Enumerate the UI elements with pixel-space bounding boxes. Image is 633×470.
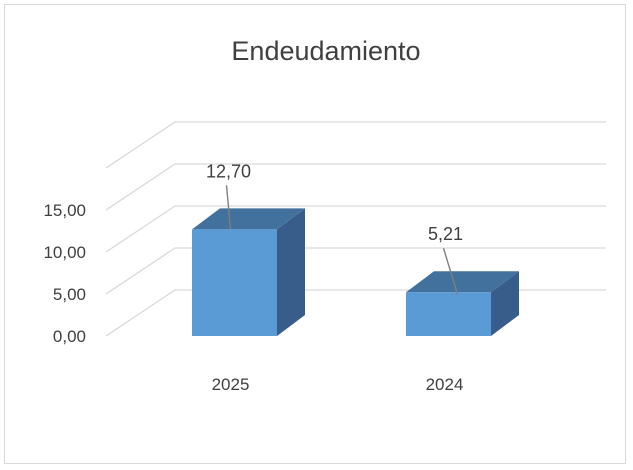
gridline (105, 289, 606, 337)
bar-front (406, 292, 491, 336)
gridlines (105, 121, 606, 337)
y-tick-label: 0,00 (53, 327, 86, 346)
y-tick-label: 10,00 (43, 243, 86, 262)
bar-side (277, 208, 305, 336)
bar-top (406, 271, 519, 293)
data-label-leader (442, 248, 459, 295)
bar-side (491, 271, 519, 336)
x-axis-categories: 2025 2024 (212, 375, 464, 394)
data-labels: 12,70 5,21 (206, 161, 463, 295)
bar-2025 (192, 208, 305, 336)
gridline (105, 247, 606, 295)
gridline (105, 163, 606, 211)
gridline (105, 121, 606, 169)
bars (192, 208, 519, 336)
data-label: 5,21 (428, 224, 463, 244)
bar-top (192, 208, 305, 230)
x-category-label: 2025 (212, 375, 250, 394)
y-tick-label: 5,00 (53, 285, 86, 304)
y-tick-label: 15,00 (43, 201, 86, 220)
x-category-label: 2024 (426, 375, 464, 394)
data-label-leader (225, 185, 232, 230)
chart-area (4, 4, 626, 464)
bar-front (192, 229, 277, 336)
y-axis-ticks: 0,00 5,00 10,00 15,00 (43, 201, 86, 346)
data-label: 12,70 (206, 161, 251, 181)
gridline (105, 205, 606, 253)
bar-2024 (406, 271, 519, 336)
chart-title: Endeudamiento (231, 36, 420, 66)
